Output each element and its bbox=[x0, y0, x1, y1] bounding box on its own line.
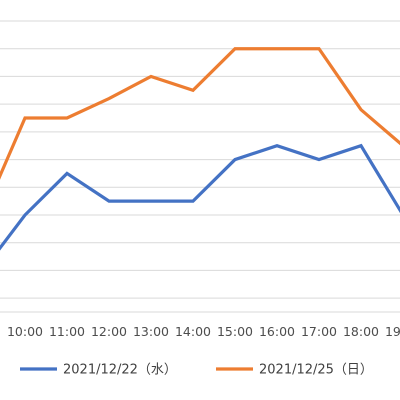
x-tick-label: 10:00 bbox=[7, 324, 43, 339]
x-tick-label: 14:00 bbox=[175, 324, 211, 339]
legend: 2021/12/22（水） 2021/12/25（日） bbox=[20, 363, 373, 378]
legend-label-2: 2021/12/25（日） bbox=[259, 363, 373, 378]
x-tick-label: 12:00 bbox=[91, 324, 127, 339]
x-axis-tick-labels: 9:0010:0011:0012:0013:0014:0015:0016:001… bbox=[7, 324, 400, 339]
series-lines bbox=[0, 47, 400, 251]
x-tick-label: 16:00 bbox=[259, 324, 295, 339]
x-tick-label: 18:00 bbox=[343, 324, 379, 339]
x-tick-label: 17:00 bbox=[301, 324, 337, 339]
x-tick-label: 13:00 bbox=[133, 324, 169, 339]
legend-label-1: 2021/12/22（水） bbox=[63, 363, 177, 378]
series-line-1 bbox=[0, 143, 400, 251]
x-tick-label: 11:00 bbox=[49, 324, 85, 339]
x-tick-label: 19:00 bbox=[385, 324, 400, 339]
gridlines bbox=[0, 20, 400, 313]
x-tick-label: 15:00 bbox=[217, 324, 253, 339]
series-line-2 bbox=[0, 47, 400, 180]
